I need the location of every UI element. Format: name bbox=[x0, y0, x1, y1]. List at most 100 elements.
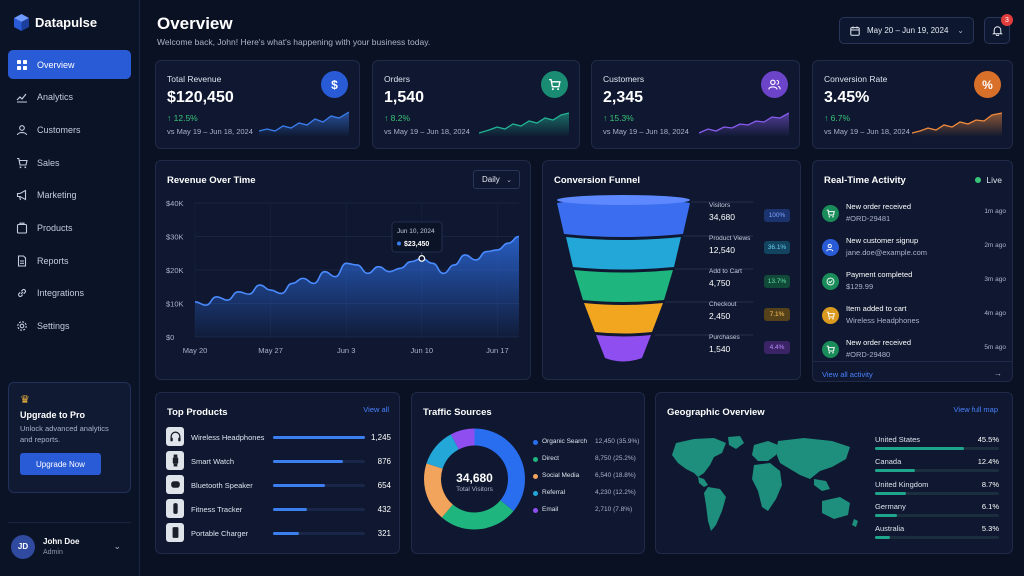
logo[interactable]: Datapulse bbox=[14, 14, 97, 31]
legend-name: Referral bbox=[542, 489, 566, 496]
donut-slice[interactable] bbox=[424, 428, 525, 530]
legend-name: Social Media bbox=[542, 472, 580, 479]
sidebar-item-reports[interactable]: Reports bbox=[8, 246, 131, 275]
country-bar-track bbox=[875, 536, 999, 539]
legend-dot bbox=[533, 491, 538, 496]
grid-icon bbox=[17, 59, 27, 70]
conversion-funnel-card: Conversion Funnel Visitors 34,680 Product… bbox=[542, 160, 801, 380]
map-central-america bbox=[698, 477, 708, 487]
live-label: Live bbox=[986, 175, 1002, 185]
stage-name: Checkout bbox=[709, 301, 737, 308]
card-title: Top Products bbox=[167, 407, 228, 418]
funnel-stage-visitors bbox=[557, 195, 690, 237]
legend-item: Organic Search 12,450 (35.9%) bbox=[533, 438, 643, 448]
activity-item[interactable]: Item added to cart Wireless Headphones 4… bbox=[822, 304, 1006, 334]
stage-pct-badge: 4.4% bbox=[764, 341, 790, 354]
world-map[interactable] bbox=[664, 433, 864, 543]
product-row[interactable]: Bluetooth Speaker 654 bbox=[166, 475, 391, 495]
granularity-select[interactable]: Daily ⌄ bbox=[473, 170, 520, 189]
product-row[interactable]: Wireless Headphones 1,245 bbox=[166, 427, 391, 447]
activity-detail: #ORD-29481 bbox=[846, 214, 891, 223]
sidebar-item-marketing[interactable]: Marketing bbox=[8, 181, 131, 210]
sidebar-item-overview[interactable]: Overview bbox=[8, 50, 131, 79]
product-row[interactable]: Fitness Tracker 432 bbox=[166, 499, 391, 519]
sidebar-item-customers[interactable]: Customers bbox=[8, 115, 131, 144]
country-pct: 12.4% bbox=[977, 457, 999, 466]
map-greenland bbox=[728, 436, 744, 449]
product-row[interactable]: Portable Charger 321 bbox=[166, 523, 391, 543]
country-row[interactable]: United Kingdom 8.7% bbox=[875, 480, 999, 502]
sidebar-item-label: Customers bbox=[37, 124, 81, 135]
kpi-change-value: 8.2% bbox=[390, 113, 410, 123]
legend-name: Organic Search bbox=[542, 438, 588, 445]
sidebar-item-products[interactable]: Products bbox=[8, 213, 131, 242]
stage-name: Purchases bbox=[709, 334, 740, 341]
activity-item[interactable]: New order received #ORD-29480 5m ago bbox=[822, 338, 1006, 368]
donut-slice[interactable] bbox=[424, 428, 525, 530]
product-row[interactable]: Smart Watch 876 bbox=[166, 451, 391, 471]
country-name: Germany bbox=[875, 502, 906, 511]
map-south-america bbox=[704, 487, 726, 531]
chevron-down-icon: ⌄ bbox=[957, 26, 964, 35]
product-bar-fill bbox=[273, 484, 325, 487]
legend-value: 2,710 (7.8%) bbox=[595, 506, 633, 513]
view-all-activity-link[interactable]: View all activity bbox=[822, 370, 873, 379]
speaker-icon bbox=[166, 475, 184, 494]
tooltip-dot bbox=[397, 241, 401, 246]
user-icon bbox=[16, 125, 28, 136]
live-dot-icon bbox=[975, 177, 982, 183]
notifications-button[interactable] bbox=[984, 17, 1010, 44]
upgrade-now-button[interactable]: Upgrade Now bbox=[20, 453, 101, 475]
crown-icon: ♛ bbox=[20, 394, 30, 406]
user-plus-icon bbox=[822, 239, 839, 256]
donut-slice[interactable] bbox=[424, 428, 525, 530]
country-row[interactable]: Australia 5.3% bbox=[875, 524, 999, 546]
app-name: Datapulse bbox=[35, 15, 98, 30]
check-circle-icon bbox=[822, 273, 839, 290]
sidebar-item-integrations[interactable]: Integrations bbox=[8, 279, 131, 308]
upgrade-description: Unlock advanced analytics and reports. bbox=[20, 424, 109, 444]
stage-value: 12,540 bbox=[709, 245, 735, 255]
country-bar-track bbox=[875, 514, 999, 517]
legend-name: Email bbox=[542, 506, 559, 513]
legend-item: Email 2,710 (7.8%) bbox=[533, 506, 643, 516]
chevron-down-icon[interactable]: ⌄ bbox=[113, 541, 121, 551]
card-title: Geographic Overview bbox=[667, 407, 765, 418]
sidebar-item-label: Overview bbox=[37, 59, 75, 70]
activity-detail: Wireless Headphones bbox=[846, 316, 920, 325]
country-row[interactable]: United States 45.5% bbox=[875, 435, 999, 457]
country-row[interactable]: Canada 12.4% bbox=[875, 457, 999, 479]
product-bar-track bbox=[273, 436, 365, 439]
sidebar-item-label: Products bbox=[37, 222, 73, 233]
country-name: United States bbox=[875, 435, 921, 444]
sidebar-item-settings[interactable]: Settings bbox=[8, 312, 131, 341]
sidebar-item-label: Settings bbox=[37, 321, 70, 331]
country-pct: 45.5% bbox=[977, 435, 999, 444]
stage-pct-badge: 36.1% bbox=[764, 241, 790, 254]
user-profile[interactable]: JD John Doe Admin ⌄ bbox=[8, 522, 131, 570]
data-point-marker[interactable] bbox=[418, 255, 426, 262]
x-tick-label: May 27 bbox=[258, 346, 283, 355]
map-australia bbox=[822, 497, 850, 519]
activity-item[interactable]: New customer signup jane.doe@example.com… bbox=[822, 236, 1006, 266]
view-full-map-link[interactable]: View full map bbox=[953, 405, 998, 414]
page-title: Overview bbox=[157, 14, 233, 33]
page-subtitle: Welcome back, John! Here's what's happen… bbox=[157, 37, 431, 47]
activity-item[interactable]: Payment completed $129.99 3m ago bbox=[822, 270, 1006, 300]
stage-pct-badge: 7.1% bbox=[764, 308, 790, 321]
date-range-picker[interactable]: May 20 – Jun 19, 2024 ⌄ bbox=[839, 17, 974, 44]
product-bar-track bbox=[273, 484, 365, 487]
kpi-label: Conversion Rate bbox=[824, 74, 888, 84]
kpi-label: Customers bbox=[603, 74, 645, 84]
stage-value: 34,680 bbox=[709, 212, 735, 222]
sidebar-item-analytics[interactable]: Analytics bbox=[8, 83, 131, 112]
country-row[interactable]: Germany 6.1% bbox=[875, 502, 999, 524]
activity-time: 3m ago bbox=[984, 276, 1006, 283]
view-all-products-link[interactable]: View all bbox=[363, 405, 389, 414]
arrow-right-icon[interactable]: → bbox=[994, 369, 1002, 378]
sidebar-item-sales[interactable]: Sales bbox=[8, 148, 131, 177]
legend-item: Referral 4,230 (12.2%) bbox=[533, 489, 643, 499]
activity-item[interactable]: New order received #ORD-29481 1m ago bbox=[822, 202, 1006, 232]
geographic-overview-card: Geographic Overview View full map United… bbox=[655, 392, 1013, 554]
product-bar-fill bbox=[273, 532, 299, 535]
